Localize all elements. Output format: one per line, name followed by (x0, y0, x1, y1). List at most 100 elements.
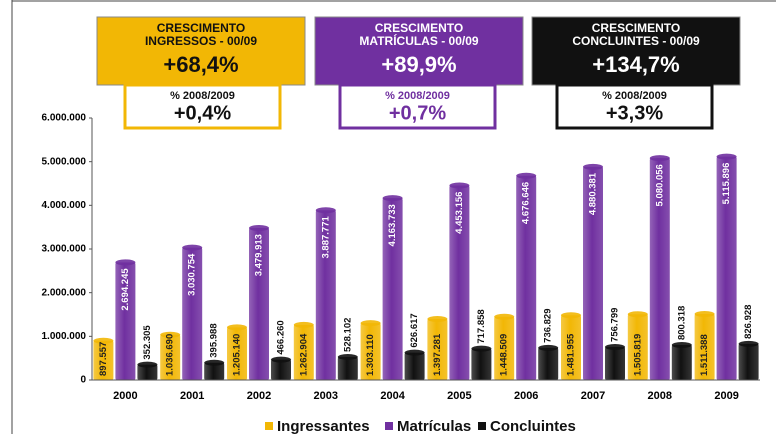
yearly-box-label: % 2008/2009 (385, 90, 450, 102)
yearly-box (338, 83, 497, 130)
bar (738, 343, 759, 380)
bar-cap (605, 343, 625, 350)
yearly-box-value: +0,4% (174, 102, 231, 124)
bar (93, 340, 114, 380)
bar (160, 334, 181, 380)
value-label: 5.080.056 (654, 164, 665, 206)
bar (204, 362, 225, 380)
bar (561, 315, 581, 380)
bar-cap (337, 353, 358, 360)
bar-cap (716, 153, 737, 160)
value-label: 717.858 (476, 309, 487, 343)
bar-cap (649, 155, 670, 162)
bar (516, 175, 537, 380)
value-label: 1.511.388 (699, 334, 710, 376)
value-label: 395.988 (209, 323, 220, 357)
legend-label: Ingressantes (277, 418, 370, 434)
yearly-box (555, 83, 714, 130)
bar-cap (160, 331, 181, 338)
growth-box-title: MATRÍCULAS - 00/09 (359, 33, 478, 48)
x-tick-label: 2001 (180, 390, 204, 402)
growth-box-title: CRESCIMENTO (157, 21, 245, 35)
bar-cap (561, 312, 581, 319)
growth-box-title: CRESCIMENTO (375, 21, 463, 35)
value-label: 626.617 (409, 313, 420, 347)
bar (137, 364, 158, 380)
x-tick-label: 2002 (247, 390, 271, 402)
bar (271, 359, 291, 380)
bar-cap (404, 349, 425, 356)
bar-cap (227, 324, 247, 331)
bar (649, 158, 670, 380)
bar-cap (494, 313, 515, 320)
bar-cap (115, 259, 136, 266)
bar (293, 324, 314, 380)
growth-box (96, 16, 306, 86)
x-tick-label: 2003 (314, 390, 338, 402)
value-label: 736.829 (543, 308, 554, 342)
x-tick-label: 2009 (714, 390, 738, 402)
bar-cap (738, 340, 759, 347)
value-label: 466.260 (276, 320, 287, 354)
value-label: 800.318 (676, 306, 687, 340)
bar-cap (293, 321, 314, 328)
value-label: 352.305 (142, 325, 153, 360)
value-label: 1.036.690 (165, 334, 176, 376)
value-label: 3.887.771 (320, 216, 331, 259)
bar (427, 318, 448, 380)
value-label: 4.453.156 (454, 192, 465, 234)
yearly-box-value: +3,3% (606, 102, 663, 124)
growth-box-title: INGRESSOS - 00/09 (145, 34, 257, 48)
growth-box-value: +89,9% (381, 52, 456, 77)
bar (315, 210, 336, 380)
value-label: 1.481.955 (566, 333, 577, 376)
bar-cap (449, 182, 470, 189)
legend-swatch (478, 422, 486, 430)
bar-cap (249, 225, 269, 232)
growth-box (314, 16, 524, 86)
y-tick-label: 0 (80, 375, 86, 386)
bar (182, 247, 203, 380)
value-label: 4.163.733 (387, 204, 398, 246)
value-label: 826.928 (743, 305, 754, 339)
bar (449, 185, 470, 380)
value-label: 1.303.110 (365, 334, 376, 376)
value-label: 897.557 (98, 342, 109, 376)
yearly-box-label: % 2008/2009 (170, 90, 235, 102)
value-label: 4.880.381 (588, 172, 599, 215)
y-tick-label: 6.000.000 (42, 113, 87, 124)
yearly-box (123, 83, 282, 130)
bar-cap (204, 359, 225, 366)
bar-cap (627, 311, 648, 318)
bar (605, 346, 625, 380)
x-tick-label: 2004 (380, 390, 405, 402)
value-label: 1.397.281 (432, 333, 443, 376)
value-label: 1.262.904 (298, 333, 309, 376)
value-label: 3.030.754 (187, 253, 198, 296)
x-tick-label: 2008 (648, 390, 672, 402)
legend-label: Concluintes (490, 418, 576, 434)
growth-box-title: CONCLUINTES - 00/09 (572, 34, 700, 48)
bar (494, 316, 515, 380)
value-label: 1.205.140 (232, 334, 243, 376)
bar-cap (516, 172, 537, 179)
bar (694, 314, 715, 380)
bar-cap (427, 315, 448, 322)
bar (471, 348, 492, 380)
x-tick-label: 2005 (447, 390, 471, 402)
growth-box-title: CRESCIMENTO (592, 21, 680, 35)
bar-cap (271, 356, 291, 363)
bar (382, 198, 403, 380)
bar (249, 228, 269, 380)
bar (404, 352, 425, 380)
legend-label: Matrículas (397, 418, 471, 434)
bar (716, 156, 737, 380)
yearly-box-label: % 2008/2009 (602, 90, 667, 102)
bar (227, 327, 247, 380)
value-label: 5.115.896 (721, 163, 732, 205)
bar-cap (382, 195, 403, 202)
x-tick-label: 2000 (113, 390, 137, 402)
bar-cap (471, 345, 492, 352)
value-label: 528.102 (342, 318, 353, 352)
value-label: 756.799 (610, 308, 621, 342)
